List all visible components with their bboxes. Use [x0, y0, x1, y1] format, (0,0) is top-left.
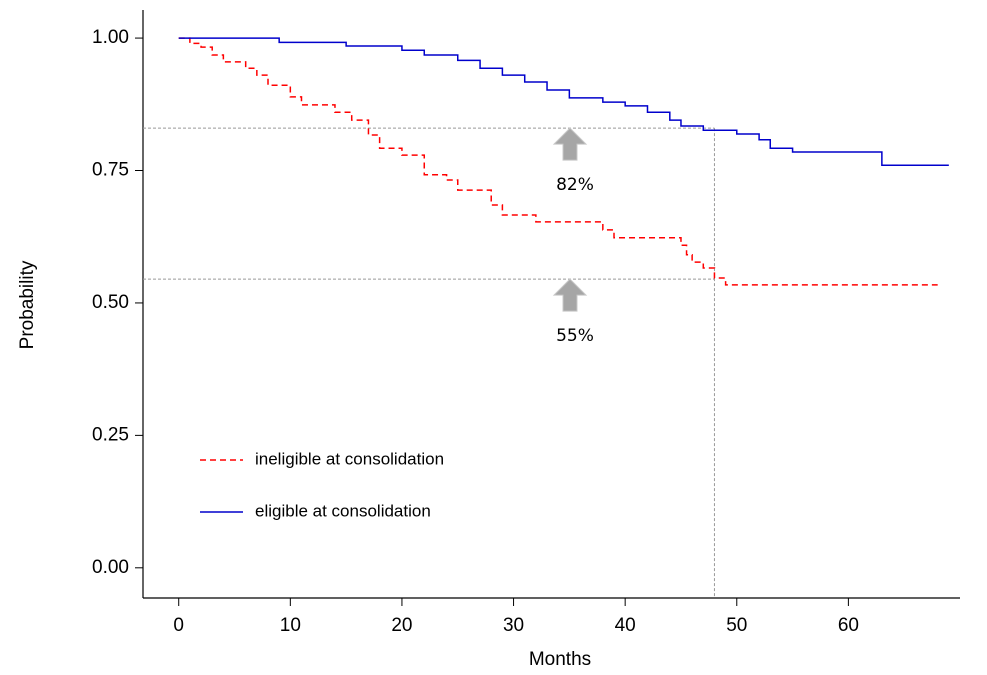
legend-label: ineligible at consolidation — [255, 449, 444, 468]
survival-line — [178, 37, 938, 286]
x-tick-label: 10 — [280, 615, 301, 636]
y-tick-label: 0.50 — [92, 292, 129, 313]
x-tick-label: 30 — [503, 615, 524, 636]
y-tick-label: 0.00 — [92, 557, 129, 578]
x-tick-label: 50 — [726, 615, 747, 636]
y-tick-label: 0.75 — [92, 160, 129, 181]
x-tick-label: 60 — [838, 615, 859, 636]
annotation: 82% — [556, 175, 594, 195]
legend-label: eligible at consolidation — [255, 501, 431, 520]
survival-line — [178, 37, 949, 166]
arrow — [552, 278, 588, 312]
x-axis-label: Months — [529, 649, 591, 670]
y-tick-label: 0.25 — [92, 424, 129, 445]
x-tick-label: 40 — [615, 615, 636, 636]
y-tick-label: 1.00 — [92, 27, 129, 48]
x-tick-label: 0 — [173, 615, 184, 636]
arrow — [552, 127, 588, 161]
y-axis-label: Probability — [17, 260, 38, 349]
x-tick-label: 20 — [391, 615, 412, 636]
annotation: 55% — [556, 326, 594, 346]
